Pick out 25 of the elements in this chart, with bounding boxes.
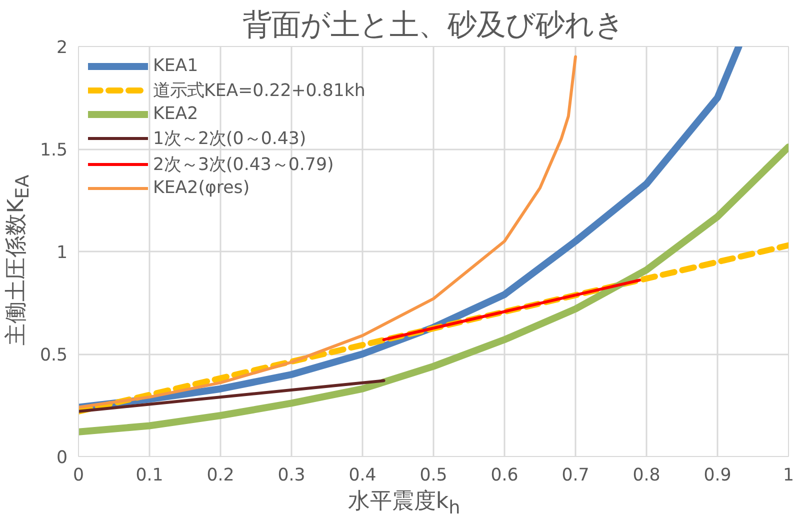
legend-label: 2次～3次(0.43～0.79) — [153, 154, 334, 176]
x-tick-label: 0.4 — [348, 466, 376, 486]
legend-label: 1次～2次(0～0.43) — [153, 128, 306, 150]
x-tick-label: 0.9 — [704, 466, 732, 486]
x-tick-label: 0 — [72, 466, 84, 486]
line-series — [78, 55, 577, 409]
x-tick-label: 0.8 — [632, 466, 660, 486]
y-tick-label: 1 — [56, 243, 68, 263]
legend-label: KEA2(φres) — [153, 178, 250, 198]
y-tick-label: 0.5 — [40, 346, 68, 366]
y-tick-label: 0 — [56, 448, 68, 468]
x-tick-label: 0.2 — [206, 466, 234, 486]
x-tick-label: 0.3 — [278, 466, 306, 486]
x-tick-label: 1 — [782, 466, 794, 486]
chart-title: 背面が土と土、砂及び砂れき — [242, 8, 624, 42]
x-tick-label: 0.5 — [420, 466, 448, 486]
x-tick-label: 0.1 — [136, 466, 164, 486]
legend-label: KEA2 — [153, 104, 198, 124]
y-tick-label: 2 — [56, 38, 68, 58]
legend-label: KEA1 — [153, 56, 198, 76]
x-axis-title: 水平震度k$_{h}$ — [348, 488, 460, 520]
x-tick-label: 0.7 — [562, 466, 590, 486]
y-tick-label: 1.5 — [40, 140, 68, 160]
x-tick-label: 0.6 — [490, 466, 518, 486]
legend-label: 道示式KEA=0.22+0.81kh — [153, 80, 366, 102]
